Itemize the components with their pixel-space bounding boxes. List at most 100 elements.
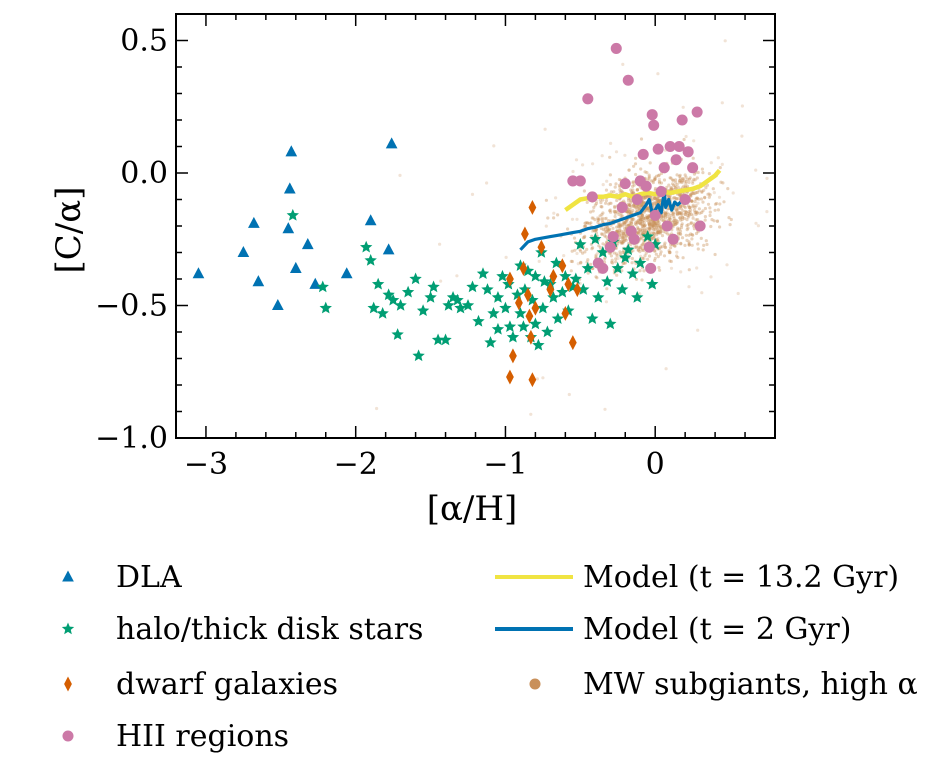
subgiant-point	[638, 269, 642, 273]
subgiant-point	[635, 188, 639, 192]
subgiant-point	[648, 226, 652, 230]
subgiant-point	[638, 292, 642, 296]
subgiant-point	[684, 134, 688, 139]
subgiant-point	[643, 224, 647, 228]
halo-thick-disk-stars-point	[529, 269, 542, 282]
subgiant-point	[697, 197, 701, 201]
subgiant-point	[628, 203, 632, 207]
subgiant-point	[591, 162, 595, 166]
subgiant-point	[641, 256, 645, 260]
subgiant-point	[675, 221, 679, 225]
subgiant-point	[591, 216, 595, 220]
hii-regions-point	[622, 74, 634, 86]
subgiant-point	[639, 254, 643, 258]
subgiant-point	[591, 246, 595, 250]
halo-thick-disk-stars-point	[401, 285, 415, 298]
subgiant-point	[643, 216, 647, 220]
subgiant-point	[684, 210, 688, 214]
subgiant-point	[645, 218, 649, 223]
subgiant-point	[641, 229, 645, 233]
subgiant-point	[674, 208, 678, 212]
subgiant-point	[695, 266, 699, 270]
subgiant-point	[678, 178, 682, 182]
dwarf-galaxies-point	[528, 199, 537, 215]
subgiant-point	[651, 224, 655, 228]
subgiant-point	[680, 212, 684, 216]
subgiant-point	[711, 187, 715, 191]
subgiant-point	[680, 223, 684, 228]
subgiant-point	[630, 210, 634, 214]
subgiant-point	[691, 203, 695, 207]
subgiant-point	[618, 230, 622, 234]
subgiant-point	[640, 203, 645, 207]
subgiant-point	[692, 177, 696, 181]
subgiant-point	[776, 211, 779, 214]
subgiant-point	[691, 233, 695, 237]
subgiant-point	[658, 225, 663, 229]
halo-thick-disk-stars-point	[592, 291, 605, 303]
subgiant-point	[636, 232, 640, 236]
subgiant-point	[656, 223, 660, 227]
subgiant-point	[628, 208, 632, 212]
subgiant-point	[650, 237, 654, 241]
subgiant-point	[630, 256, 635, 261]
subgiant-point	[470, 192, 475, 196]
subgiant-point	[612, 190, 616, 194]
subgiant-point	[658, 229, 662, 233]
halo-thick-disk-stars-point	[517, 320, 530, 332]
subgiant-point	[640, 278, 644, 282]
subgiant-point	[623, 221, 627, 225]
subgiant-point	[624, 220, 628, 224]
subgiant-point	[668, 251, 672, 255]
subgiant-point	[787, 171, 790, 174]
halo-thick-disk-stars-point	[466, 280, 479, 293]
subgiant-point	[693, 211, 697, 215]
subgiant-point	[651, 224, 655, 228]
subgiant-point	[639, 237, 643, 241]
legend-swatch-mw-subgiants-high	[529, 678, 541, 690]
subgiant-point	[691, 192, 696, 196]
legend-swatch-dla	[62, 570, 74, 582]
subgiant-point	[600, 205, 604, 209]
dwarf-galaxies-point	[561, 305, 570, 321]
subgiant-point	[656, 236, 660, 241]
halo-thick-disk-stars-point	[503, 320, 517, 332]
subgiant-point	[686, 215, 690, 220]
subgiant-point	[621, 62, 625, 66]
subgiant-point	[634, 222, 638, 227]
subgiant-point	[667, 195, 671, 199]
subgiant-point	[619, 214, 623, 218]
subgiant-point	[608, 208, 612, 212]
subgiant-point	[567, 492, 570, 495]
subgiant-point	[648, 223, 652, 227]
dwarf-galaxies-point	[558, 258, 567, 274]
subgiant-point	[685, 224, 689, 228]
subgiant-point	[686, 204, 691, 208]
x-tick-label: −1	[483, 447, 527, 482]
dwarf-galaxies-point	[515, 295, 523, 311]
subgiant-point	[687, 180, 691, 184]
subgiant-point	[656, 230, 660, 234]
subgiant-point	[622, 222, 626, 226]
subgiant-point	[615, 229, 619, 233]
subgiant-point	[642, 195, 646, 199]
subgiant-point	[657, 199, 661, 203]
subgiant-point	[756, 224, 761, 228]
subgiant-point	[688, 176, 692, 180]
subgiant-point	[634, 244, 639, 248]
subgiant-point	[630, 219, 634, 223]
subgiant-point	[671, 220, 675, 224]
subgiant-point	[664, 367, 668, 371]
subgiant-point	[675, 250, 679, 254]
subgiant-point	[887, 134, 890, 137]
subgiant-point	[726, 187, 730, 191]
subgiant-point	[679, 270, 683, 274]
subgiant-point	[683, 179, 687, 183]
subgiant-point	[585, 200, 589, 204]
subgiant-point	[678, 204, 683, 209]
subgiant-point	[678, 205, 682, 209]
subgiant-point	[640, 224, 645, 228]
halo-thick-disk-stars-point	[506, 330, 520, 343]
subgiant-point	[661, 230, 666, 234]
subgiant-point	[652, 225, 656, 229]
